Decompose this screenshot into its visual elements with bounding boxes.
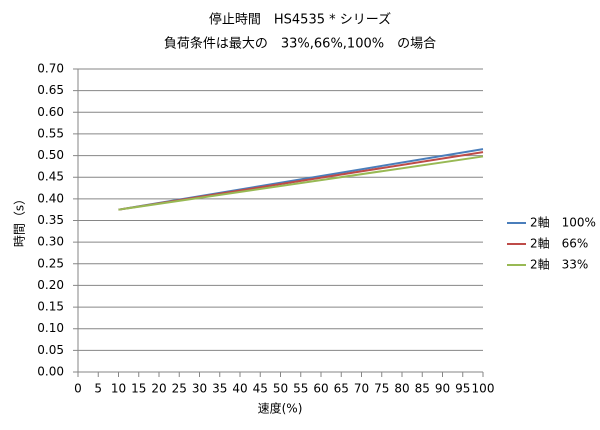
- chart-title: 停止時間 HS4535 * シリーズ: [209, 12, 391, 28]
- x-tick-label: 60: [313, 382, 328, 396]
- y-tick-label: 0.55: [37, 126, 64, 140]
- y-tick-label: 0.35: [37, 213, 64, 227]
- x-tick-label: 45: [253, 382, 268, 396]
- x-tick-label: 70: [354, 382, 369, 396]
- y-tick-label: 0.65: [37, 83, 64, 97]
- y-axis-label: 時間（s）: [13, 193, 27, 247]
- x-tick-label: 40: [232, 382, 247, 396]
- series-line: [118, 155, 484, 211]
- y-tick-label: 0.40: [37, 191, 64, 205]
- x-tick-label: 20: [151, 382, 166, 396]
- chart-subtitle: 負荷条件は最大の 33%,66%,100% の場合: [164, 36, 436, 52]
- x-tick-label: 85: [415, 382, 430, 396]
- x-tick-label: 15: [131, 382, 146, 396]
- y-tick-label: 0.50: [37, 148, 64, 162]
- legend-label: 2軸 33%: [530, 258, 588, 272]
- x-tick-label: 90: [435, 382, 450, 396]
- x-tick-label: 50: [273, 382, 288, 396]
- y-tick-label: 0.60: [37, 105, 64, 119]
- x-tick-label: 25: [172, 382, 187, 396]
- y-tick-label: 0.15: [37, 300, 64, 314]
- x-tick-label: 35: [212, 382, 227, 396]
- y-tick-label: 0.05: [37, 343, 64, 357]
- x-axis-label: 速度(%): [258, 401, 303, 416]
- x-tick-label: 30: [192, 382, 207, 396]
- x-tick-label: 55: [293, 382, 308, 396]
- y-tick-label: 0.10: [37, 321, 64, 335]
- x-tick-label: 95: [455, 382, 470, 396]
- x-tick-label: 65: [334, 382, 349, 396]
- x-tick-label: 0: [74, 382, 82, 396]
- y-tick-label: 0.70: [37, 62, 64, 76]
- y-tick-label: 0.30: [37, 235, 64, 249]
- y-tick-label: 0.00: [37, 365, 64, 379]
- x-tick-label: 75: [374, 382, 389, 396]
- legend-label: 2軸 66%: [530, 237, 588, 251]
- x-tick-label: 10: [111, 382, 126, 396]
- x-tick-label: 100: [472, 382, 495, 396]
- x-tick-label: 5: [94, 382, 102, 396]
- y-tick-label: 0.45: [37, 170, 64, 184]
- y-tick-label: 0.20: [37, 278, 64, 292]
- y-tick-label: 0.25: [37, 256, 64, 270]
- x-tick-label: 80: [394, 382, 409, 396]
- legend-label: 2軸 100%: [530, 216, 596, 230]
